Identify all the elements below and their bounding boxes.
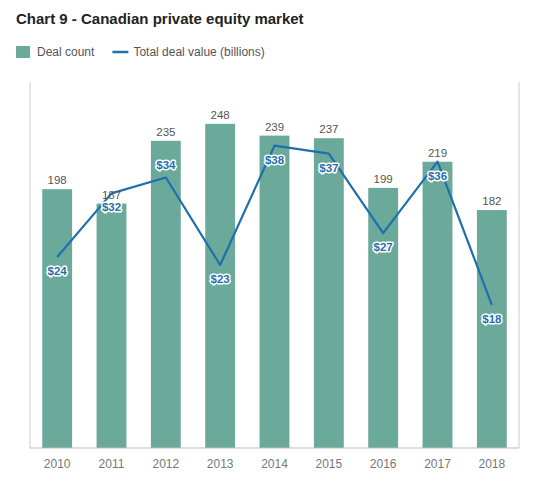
x-tick-label: 2012 [152,457,179,471]
bar [151,141,181,448]
value-label: $27 [374,241,393,253]
bar-label: 248 [211,109,230,121]
plot-area [42,124,507,448]
bar [42,189,72,448]
bar [423,162,453,448]
x-tick-label: 2018 [478,457,505,471]
value-label: $37 [319,162,338,174]
value-label: $38 [265,154,285,166]
x-tick-label: 2010 [44,457,71,471]
x-tick-label: 2011 [99,457,125,471]
x-tick-label: 2015 [315,457,342,471]
y2-axis-line [519,82,520,448]
value-label: $36 [428,170,447,182]
bar-label: 235 [156,126,175,138]
chart: Chart 9 - Canadian private equity market… [0,0,549,496]
labels: 198 187 235 248 239 237 199 219 182 $24 $32 $34 $23 $… [48,109,502,325]
legend-label: Total deal value (billions) [133,45,264,59]
value-label: $18 [482,313,502,325]
bar [205,124,235,448]
x-tick-label: 2016 [370,457,397,471]
x-tick-label: 2013 [207,457,234,471]
title: Chart 9 - Canadian private equity market [16,10,304,27]
bar-label: 239 [265,121,284,133]
x-tick-label: 2017 [424,457,451,471]
x-tick-label: 2014 [261,457,288,471]
legend-swatch [16,46,30,58]
bar-label: 187 [102,189,121,201]
line [57,146,492,305]
bar [477,210,507,448]
value-label: $24 [48,265,68,277]
bar [260,136,290,448]
x-axis-line [30,448,519,449]
legend: Deal count Total deal value (billions) [16,45,265,59]
value-label: $23 [211,273,230,285]
legend-swatch [112,51,128,54]
value-label: $34 [156,159,176,171]
y-axis-line [30,82,31,448]
bar-label: 237 [319,123,338,135]
bar [368,188,398,448]
bar [97,204,127,448]
bar-label: 182 [482,195,501,207]
value-label: $32 [102,201,121,213]
bar [314,138,344,448]
bar-label: 198 [48,174,67,186]
legend-label: Deal count [37,45,95,59]
background [0,0,549,496]
bar-label: 219 [428,147,447,159]
bar-label: 199 [374,173,393,185]
